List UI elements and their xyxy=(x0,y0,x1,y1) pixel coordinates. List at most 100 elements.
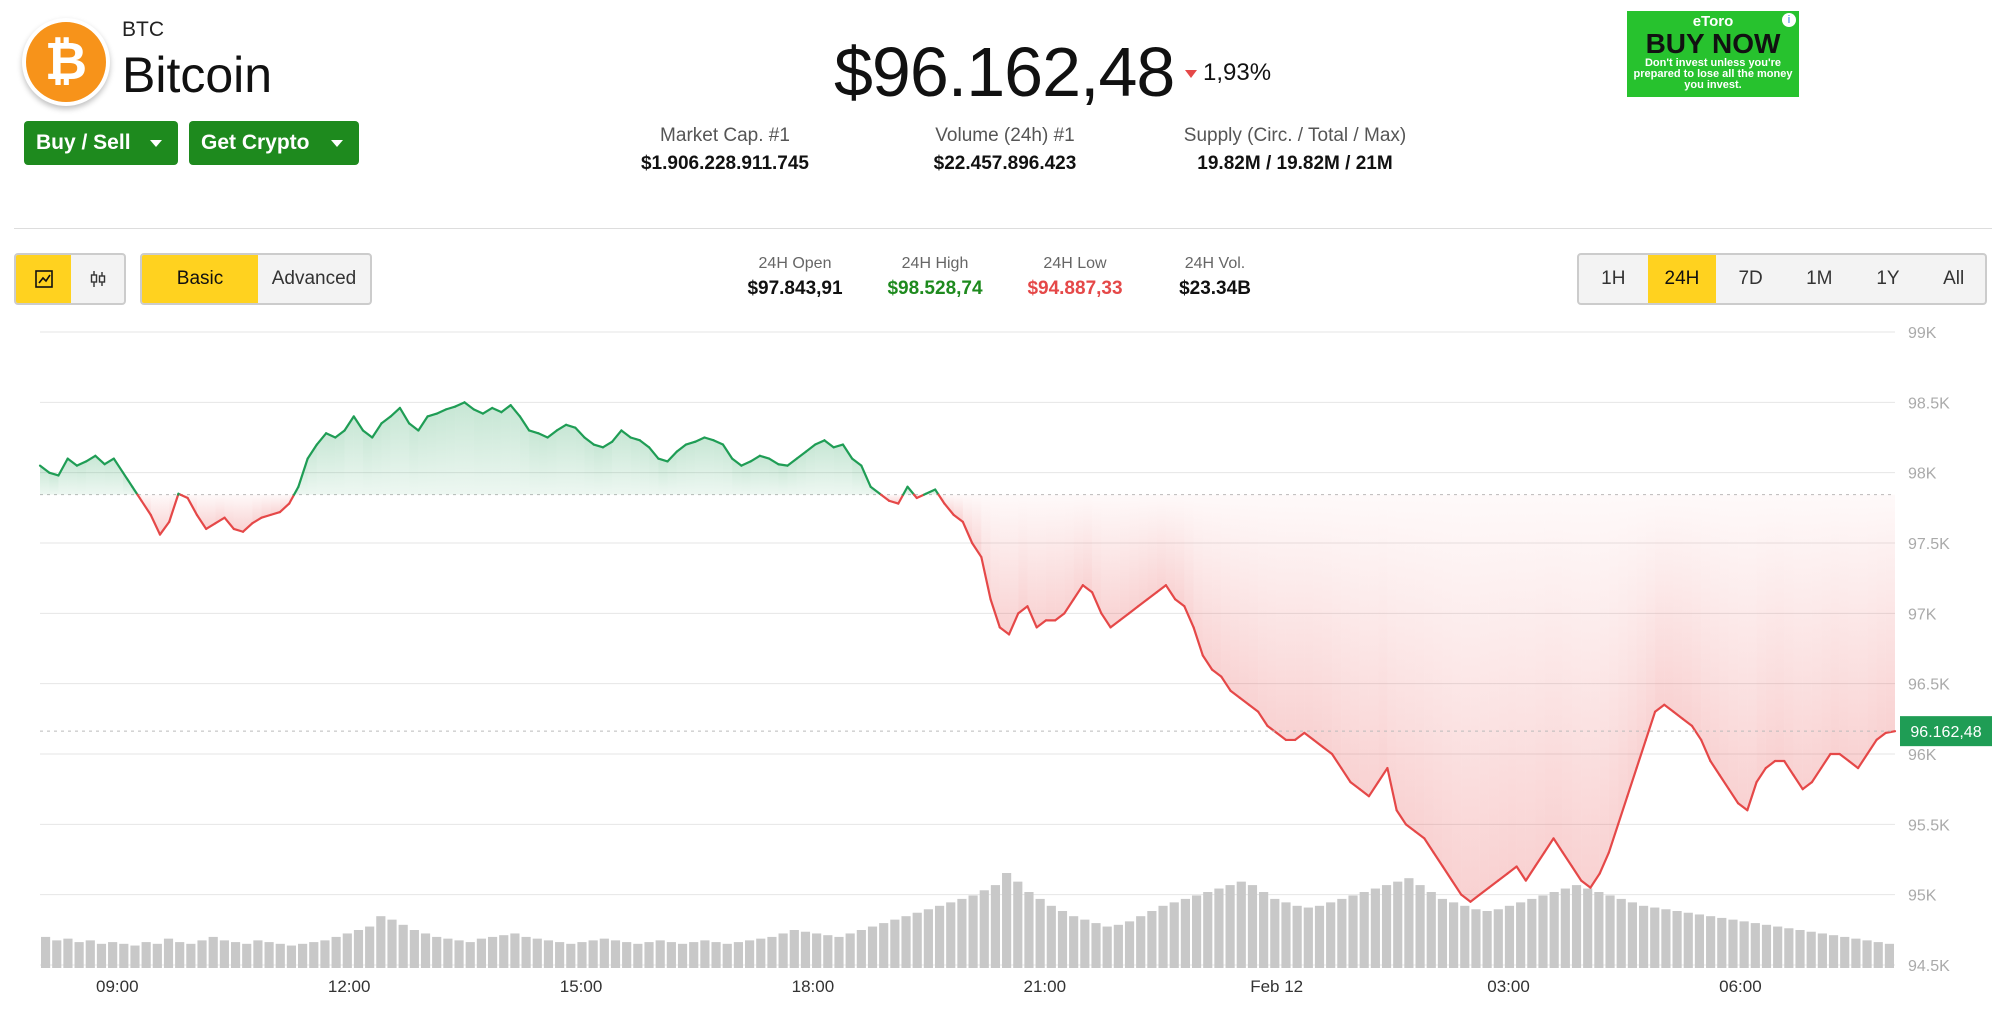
price-line-segment xyxy=(131,485,139,496)
price-line-segment xyxy=(1164,584,1177,601)
area-below-open xyxy=(1599,494,1609,874)
area-below-open xyxy=(1359,494,1369,797)
price-line-segment xyxy=(767,457,780,466)
price-line-segment xyxy=(675,443,688,453)
price-line-segment xyxy=(1238,696,1251,706)
price-line-segment xyxy=(389,406,402,418)
area-below-open xyxy=(953,494,963,522)
range-1m-button[interactable]: 1M xyxy=(1806,268,1833,289)
area-below-open xyxy=(1738,494,1748,811)
price-line-segment xyxy=(1266,724,1278,734)
price-line-segment xyxy=(666,450,678,463)
advanced-mode-button[interactable]: Advanced xyxy=(271,268,357,289)
range-7d-button[interactable]: 7D xyxy=(1738,268,1763,289)
price-line-segment xyxy=(620,429,632,439)
area-below-open xyxy=(1821,494,1831,769)
volume-bar xyxy=(1225,885,1235,968)
volume-bar xyxy=(566,943,576,968)
area-above-open xyxy=(353,416,364,495)
volume-bar xyxy=(1560,888,1570,968)
volume-bar xyxy=(856,930,866,968)
price-line-segment xyxy=(1672,710,1684,720)
caret-down-icon xyxy=(331,140,343,147)
volume-bar xyxy=(1091,923,1101,968)
volume-bar xyxy=(1873,942,1883,968)
ad-disclaimer: Don't invest unless you're prepared to l… xyxy=(1633,57,1793,91)
volume-bar xyxy=(476,938,486,968)
price-line-segment xyxy=(1358,788,1371,798)
volume-bar xyxy=(633,943,643,968)
basic-mode-button[interactable]: Basic xyxy=(142,255,258,303)
price-line-segment xyxy=(1081,584,1094,594)
volume-bar xyxy=(1460,905,1470,968)
price-line-segment xyxy=(241,522,254,533)
volume-bar xyxy=(1583,888,1593,968)
area-below-open xyxy=(1452,494,1462,895)
price-line-segment xyxy=(94,454,106,466)
price-line-segment xyxy=(288,493,296,505)
area-above-open xyxy=(49,472,59,495)
volume-bar xyxy=(298,943,308,968)
price-line-segment xyxy=(823,439,835,449)
volume-bar xyxy=(1750,923,1760,968)
x-tick-label: 18:00 xyxy=(792,977,835,996)
etoro-ad-banner[interactable]: eToro BUY NOW Don't invest unless you're… xyxy=(1627,11,1799,97)
volume-bar xyxy=(409,930,419,968)
range-24h-button[interactable]: 24H xyxy=(1647,255,1717,303)
price-line-segment xyxy=(1155,584,1168,594)
ad-brand: eToro xyxy=(1692,13,1734,30)
area-above-open xyxy=(649,447,659,495)
area-below-open xyxy=(1036,494,1046,628)
volume-bar xyxy=(1627,902,1637,968)
area-above-open xyxy=(566,424,576,495)
area-below-open xyxy=(1424,494,1434,853)
range-1y-button[interactable]: 1Y xyxy=(1876,268,1900,289)
range-all-button[interactable]: All xyxy=(1943,268,1965,289)
price-line-segment xyxy=(998,626,1011,636)
volume-bar xyxy=(1147,911,1157,968)
price-line-segment xyxy=(537,432,549,439)
area-below-open xyxy=(1045,494,1056,621)
area-above-open xyxy=(58,458,68,495)
volume-bar xyxy=(1884,943,1894,968)
volume-bar xyxy=(1661,909,1671,968)
area-above-open xyxy=(750,455,760,495)
price-line-segment xyxy=(179,493,189,500)
volume-bar xyxy=(1728,919,1738,968)
price-chart[interactable]: 99K 98.5K 98K 97.5K 97K 96.5K 96K 95.5K 95K 94.5K… xyxy=(0,320,2000,1010)
candlestick-icon[interactable] xyxy=(71,255,124,303)
line-chart-icon[interactable] xyxy=(16,255,71,303)
y-tick-label: 96K xyxy=(1908,747,1937,764)
volume-bar xyxy=(823,935,833,968)
area-above-open xyxy=(104,458,114,495)
area-above-open xyxy=(658,458,668,495)
price-line-segment xyxy=(1644,710,1657,742)
buy-sell-button[interactable]: Buy / Sell xyxy=(24,121,178,165)
get-crypto-button[interactable]: Get Crypto xyxy=(189,121,359,165)
price-line-segment xyxy=(1866,738,1878,756)
price-line-segment xyxy=(758,454,771,460)
area-below-open xyxy=(1775,494,1785,762)
area-below-open xyxy=(1415,494,1425,839)
price-line-segment xyxy=(278,502,291,514)
area-below-open xyxy=(999,494,1010,635)
area-below-open xyxy=(1691,494,1702,740)
area-below-open xyxy=(972,494,982,558)
volume-bar xyxy=(756,938,766,968)
area-below-open xyxy=(1802,494,1812,790)
area-below-open xyxy=(990,494,1000,628)
volume-bar xyxy=(767,936,777,968)
volume-bar xyxy=(1516,902,1526,968)
volume-bar xyxy=(1080,919,1090,968)
area-below-open xyxy=(1396,494,1406,825)
price-line-segment xyxy=(1746,781,1758,812)
area-above-open xyxy=(492,407,502,495)
price-line-segment xyxy=(841,443,854,460)
stat-label: Supply (Circ. / Total / Max) xyxy=(1183,125,1407,146)
current-price: $96.162,48 xyxy=(834,33,1175,111)
volume-bar xyxy=(41,936,51,968)
info-icon[interactable]: i xyxy=(1782,13,1796,27)
volume-bar xyxy=(934,905,945,968)
price-line-segment xyxy=(1607,823,1620,854)
range-1h-button[interactable]: 1H xyxy=(1601,268,1626,289)
